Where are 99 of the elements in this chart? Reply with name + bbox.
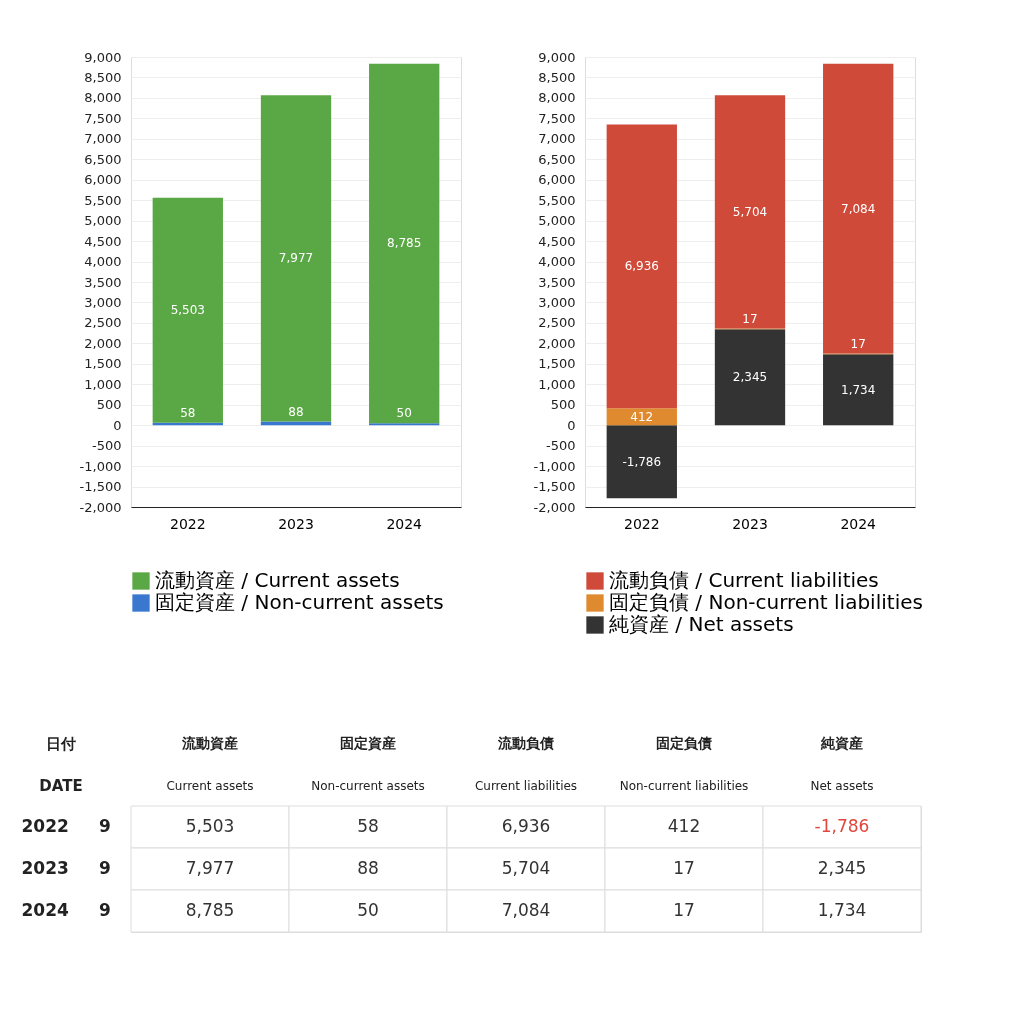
y-tick-label: 3,000 — [538, 294, 576, 310]
data-label: 412 — [667, 816, 701, 836]
data-label: 1,734 — [817, 900, 867, 920]
y-tick-label: 7,500 — [538, 110, 576, 126]
x-tick-label: 2022 — [169, 515, 206, 532]
text: 日付 DATE — [39, 735, 83, 795]
legend-label: 純資産 / Net assets — [609, 612, 794, 636]
category-label: 固定負債 Non-current liabilities — [619, 735, 749, 793]
y-tick-label: 5,000 — [538, 213, 576, 229]
data-label: 5,503 — [170, 303, 205, 318]
data-label: 88 — [288, 404, 304, 419]
y-tick-label: -2,000 — [533, 499, 576, 515]
legend-label: 流動資産 / Current assets — [155, 568, 400, 592]
y-tick-label: 7,000 — [84, 131, 122, 147]
y-tick-label: 4,000 — [538, 254, 576, 270]
data-label: -1,786 — [814, 816, 870, 836]
data-label: 7,084 — [501, 900, 551, 920]
y-tick-label: 2023 — [21, 858, 69, 878]
legend-label: 固定負債 / Non-current liabilities — [609, 590, 923, 614]
y-tick-label: 5,500 — [84, 192, 122, 208]
data-label: 412 — [630, 409, 654, 424]
y-tick-label: 8,500 — [538, 69, 576, 85]
y-tick-label: 2,500 — [84, 315, 122, 331]
y2-tick-label: 9 — [99, 816, 111, 836]
y-tick-label: 7,500 — [84, 110, 122, 126]
y-tick-label: 3,500 — [538, 274, 576, 290]
y-tick-label: 0 — [113, 417, 122, 433]
y-tick-label: 2,000 — [538, 335, 576, 351]
data-label: 88 — [357, 858, 379, 878]
y-tick-label: 3,000 — [84, 294, 122, 310]
y-tick-label: 500 — [96, 397, 122, 413]
x-tick-label: 2023 — [732, 515, 768, 532]
y-tick-label: 6,500 — [84, 151, 122, 167]
data-label: 17 — [673, 900, 695, 920]
y-tick-label: -2,000 — [79, 499, 122, 515]
data-label: 7,977 — [185, 858, 235, 878]
y-tick-label: 1,000 — [538, 376, 576, 392]
y-tick-label: 2,500 — [538, 315, 576, 331]
data-label: 6,936 — [624, 259, 659, 274]
y-tick-label: 8,500 — [84, 69, 122, 85]
data-label: 5,704 — [732, 204, 768, 219]
data-label: 58 — [357, 816, 379, 836]
y-tick-label: 5,000 — [84, 213, 122, 229]
y-tick-label: 3,500 — [84, 274, 122, 290]
data-label: 8,785 — [387, 236, 422, 251]
y-tick-label: 4,500 — [538, 233, 576, 249]
y-tick-label: 6,500 — [538, 151, 576, 167]
y-tick-label: -500 — [545, 438, 576, 454]
y-tick-label: -1,000 — [79, 458, 122, 474]
y-tick-label: 1,000 — [84, 376, 122, 392]
data-label: 5,704 — [501, 858, 551, 878]
y-tick-label: 1,500 — [538, 356, 576, 372]
y-tick-label: -500 — [91, 438, 122, 454]
data-label: 58 — [180, 405, 196, 420]
x-tick-label: 2023 — [278, 515, 314, 532]
data-label: 2,345 — [732, 370, 768, 385]
data-label: 7,084 — [841, 201, 876, 216]
category-label: 純資産 Net assets — [810, 735, 874, 793]
y-tick-label: 9,000 — [84, 49, 122, 65]
y2-tick-label: 9 — [99, 858, 111, 878]
y-tick-label: 7,000 — [538, 131, 576, 147]
data-label: 2,345 — [817, 858, 867, 878]
y-tick-label: 2024 — [21, 900, 69, 920]
y-tick-label: -1,500 — [533, 479, 576, 495]
y-tick-label: 8,000 — [538, 90, 576, 106]
category-label: 固定資産 Non-current assets — [311, 735, 425, 793]
y-tick-label: 1,500 — [84, 356, 122, 372]
y2-tick-label: 9 — [99, 900, 111, 920]
legend-label: 固定資産 / Non-current assets — [155, 590, 444, 614]
y-tick-label: 2,000 — [84, 335, 122, 351]
y-tick-label: 500 — [550, 397, 576, 413]
legend-label: 流動負債 / Current liabilities — [609, 568, 879, 592]
y-tick-label: 2022 — [21, 816, 69, 836]
data-label: 50 — [396, 406, 412, 421]
data-label: 50 — [357, 900, 379, 920]
x-tick-label: 2024 — [386, 515, 423, 532]
x-tick-label: 2024 — [840, 515, 877, 532]
y-tick-label: -1,000 — [533, 458, 576, 474]
y-tick-label: 9,000 — [538, 49, 576, 65]
y-tick-label: 0 — [567, 417, 576, 433]
y-tick-label: 6,000 — [84, 172, 122, 188]
y-tick-label: -1,500 — [79, 479, 122, 495]
y-tick-label: 4,500 — [84, 233, 122, 249]
data-label: 17 — [850, 336, 866, 351]
category-label: 流動負債 Current liabilities — [474, 735, 578, 793]
y-tick-label: 8,000 — [84, 90, 122, 106]
data-label: -1,786 — [622, 454, 662, 469]
data-label: 6,936 — [501, 816, 551, 836]
data-label: 5,503 — [185, 816, 235, 836]
data-label: 8,785 — [185, 900, 235, 920]
data-label: 7,977 — [278, 251, 314, 266]
y-tick-label: 4,000 — [84, 254, 122, 270]
x-tick-label: 2022 — [623, 515, 660, 532]
y-tick-label: 6,000 — [538, 172, 576, 188]
data-label: 17 — [742, 311, 758, 326]
data-label: 1,734 — [841, 382, 876, 397]
y-tick-label: 5,500 — [538, 192, 576, 208]
data-label: 17 — [673, 858, 695, 878]
category-label: 流動資産 Current assets — [166, 735, 254, 793]
